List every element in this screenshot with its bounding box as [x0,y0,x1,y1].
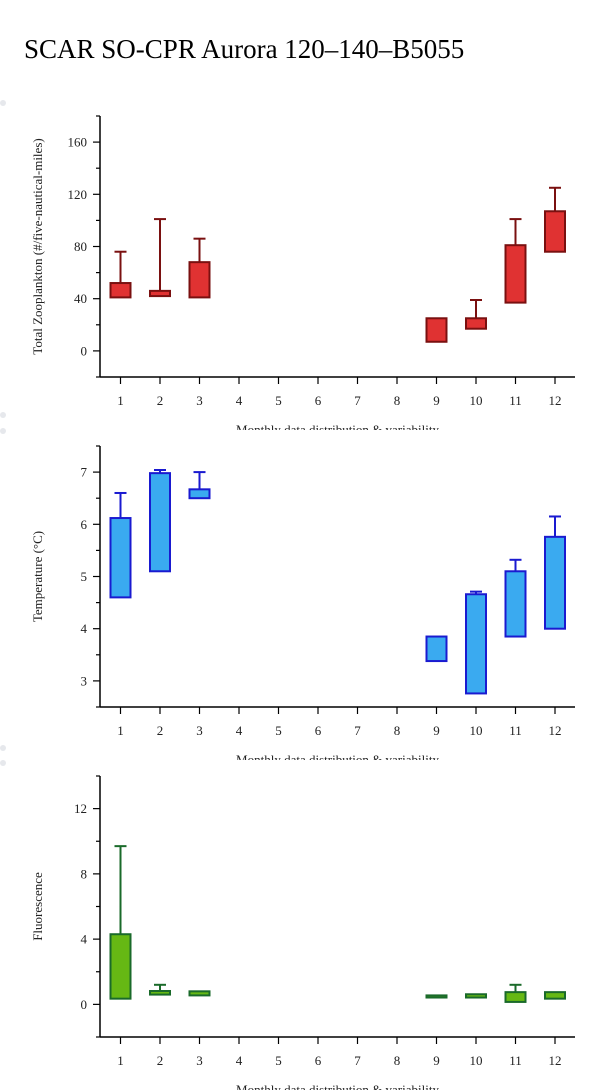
x-tick-label: 9 [433,723,440,738]
box-1 [109,933,132,1000]
box-12 [544,991,566,1000]
panel-divider-dot [0,412,6,418]
page-title: SCAR SO-CPR Aurora 120–140–B5055 [24,34,465,64]
x-tick-label: 10 [470,393,483,408]
y-tick-label: 0 [81,997,88,1012]
y-axis-title: Total Zooplankton (#/five-nautical-miles… [30,138,45,354]
x-tick-label: 10 [470,723,483,738]
box-10 [465,593,487,695]
box-3 [188,488,211,500]
x-tick-label: 3 [196,393,203,408]
box-2 [149,472,171,573]
x-tick-label: 8 [394,723,401,738]
x-tick-label: 12 [549,723,562,738]
x-tick-label: 4 [236,1053,243,1068]
box-2 [149,289,171,298]
x-tick-label: 1 [117,1053,124,1068]
y-tick-label: 120 [68,187,88,202]
x-tick-label: 6 [315,393,322,408]
panel-divider-dot [0,745,6,751]
box-12 [544,210,566,253]
box-1 [109,517,132,599]
box-9 [425,994,448,999]
y-tick-label: 80 [74,239,87,254]
x-tick-label: 3 [196,723,203,738]
x-tick-label: 10 [470,1053,483,1068]
x-tick-label: 5 [275,393,282,408]
x-tick-label: 7 [354,723,361,738]
x-tick-label: 4 [236,723,243,738]
panel-divider-dot [0,760,6,766]
zooplankton-chart: 0 40 80 120 160 1 2 3 4 5 6 7 8 9 10 11 12 Total Zooplank… [0,100,600,430]
x-tick-label: 2 [157,723,164,738]
x-tick-label: 11 [509,1053,522,1068]
x-tick-label: 9 [433,393,440,408]
box-2 [149,989,171,996]
box-3 [188,990,211,997]
box-11 [504,570,527,638]
box-3 [188,261,211,299]
panel-divider-dot [0,100,6,106]
y-axis-title: Fluorescence [30,872,45,941]
y-tick-label: 0 [81,343,88,358]
x-tick-label: 1 [117,393,124,408]
x-tick-label: 4 [236,393,243,408]
x-tick-label: 5 [275,723,282,738]
x-tick-label: 6 [315,723,322,738]
box-10 [465,993,487,999]
x-tick-label: 1 [117,723,124,738]
x-tick-label: 12 [549,1053,562,1068]
y-tick-label: 40 [74,291,87,306]
x-tick-label: 7 [354,1053,361,1068]
x-tick-label: 6 [315,1053,322,1068]
box-11 [504,244,527,304]
x-tick-label: 5 [275,1053,282,1068]
y-tick-label: 6 [81,517,88,532]
x-tick-label: 12 [549,393,562,408]
y-tick-label: 5 [81,569,88,584]
y-tick-label: 12 [74,801,87,816]
box-9 [425,317,448,343]
x-tick-label: 8 [394,1053,401,1068]
x-tick-label: 2 [157,1053,164,1068]
y-tick-label: 4 [81,621,88,636]
x-tick-label: 9 [433,1053,440,1068]
y-tick-label: 3 [81,673,88,688]
x-tick-label: 3 [196,1053,203,1068]
fluorescence-chart: 0 4 8 12 1 2 3 4 5 6 7 8 9 10 11 12 Fluorescence Monthly … [0,760,600,1090]
y-tick-label: 7 [81,465,88,480]
y-tick-label: 8 [81,866,88,881]
panel-divider-dot [0,428,6,434]
box-12 [544,535,566,630]
x-axis-title: Monthly data distribution & variability [236,752,439,760]
x-axis-title: Monthly data distribution & variability [236,422,439,430]
y-tick-label: 4 [81,932,88,947]
x-tick-label: 11 [509,393,522,408]
box-1 [109,282,132,299]
y-tick-label: 160 [68,135,88,150]
x-tick-label: 7 [354,393,361,408]
x-tick-label: 8 [394,393,401,408]
box-9 [425,635,448,663]
temperature-chart: 3 4 5 6 7 1 2 3 4 5 6 7 8 9 10 11 12 Temperature (°C) Mont… [0,430,600,760]
box-11 [504,991,527,1003]
y-axis-title: Temperature (°C) [30,531,45,622]
box-10 [465,317,487,330]
x-axis-title: Monthly data distribution & variability [236,1082,439,1090]
x-tick-label: 11 [509,723,522,738]
x-tick-label: 2 [157,393,164,408]
